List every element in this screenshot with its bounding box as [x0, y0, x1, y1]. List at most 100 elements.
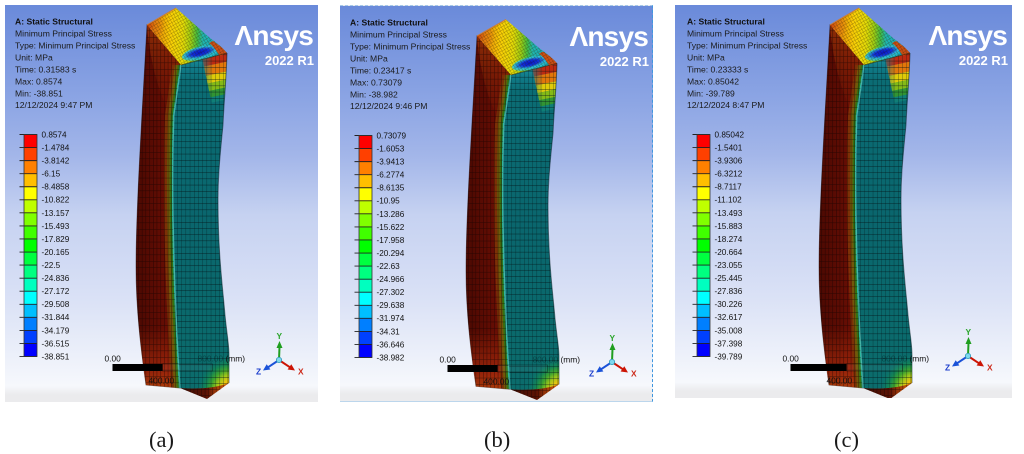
svg-text:-1.5401: -1.5401	[715, 143, 743, 152]
svg-text:Unit: MPa: Unit: MPa	[350, 54, 388, 64]
svg-text:-31.974: -31.974	[377, 314, 405, 323]
svg-text:800.00: 800.00	[198, 354, 224, 364]
svg-text:Max: 0.85042: Max: 0.85042	[687, 76, 739, 86]
svg-text:Y: Y	[966, 327, 972, 337]
svg-text:-6.2774: -6.2774	[377, 171, 405, 180]
svg-text:Z: Z	[256, 367, 261, 377]
svg-text:0.8574: 0.8574	[42, 130, 67, 139]
svg-text:-32.617: -32.617	[715, 313, 743, 322]
svg-text:2022 R1: 2022 R1	[265, 53, 314, 68]
svg-text:-22.63: -22.63	[377, 262, 401, 271]
svg-text:-27.302: -27.302	[377, 288, 405, 297]
svg-text:-22.5: -22.5	[42, 261, 61, 270]
svg-text:-17.958: -17.958	[377, 236, 405, 245]
svg-text:-24.836: -24.836	[42, 274, 70, 283]
svg-text:-30.226: -30.226	[715, 300, 743, 309]
svg-text:0.73079: 0.73079	[377, 131, 407, 140]
svg-text:-6.15: -6.15	[42, 170, 61, 179]
svg-text:A: Static Structural: A: Static Structural	[687, 17, 765, 27]
svg-text:400.00: 400.00	[149, 376, 175, 386]
svg-text:Time: 0.31583 s: Time: 0.31583 s	[15, 64, 76, 74]
svg-text:-20.664: -20.664	[715, 248, 743, 257]
svg-text:-29.508: -29.508	[42, 300, 70, 309]
svg-text:-39.789: -39.789	[715, 352, 743, 361]
svg-text:12/12/2024 8:47 PM: 12/12/2024 8:47 PM	[687, 100, 764, 110]
svg-text:-37.398: -37.398	[715, 339, 743, 348]
svg-text:2022 R1: 2022 R1	[600, 54, 649, 69]
svg-text:400.00: 400.00	[827, 376, 853, 386]
svg-text:-36.515: -36.515	[42, 339, 70, 348]
svg-text:-24.966: -24.966	[377, 275, 405, 284]
svg-text:Minimum Principal Stress: Minimum Principal Stress	[350, 30, 447, 40]
svg-text:Type: Minimum Principal Stress: Type: Minimum Principal Stress	[687, 41, 807, 51]
svg-text:-29.638: -29.638	[377, 301, 405, 310]
svg-text:Λnsys: Λnsys	[929, 20, 1008, 51]
svg-text:-27.836: -27.836	[715, 287, 743, 296]
svg-text:Max: 0.8574: Max: 0.8574	[15, 76, 63, 86]
svg-text:(mm): (mm)	[561, 355, 581, 365]
svg-text:2022 R1: 2022 R1	[959, 53, 1008, 68]
svg-text:-13.286: -13.286	[377, 210, 405, 219]
svg-text:Λnsys: Λnsys	[235, 20, 314, 51]
svg-text:Y: Y	[610, 333, 616, 343]
svg-text:-13.493: -13.493	[715, 209, 743, 218]
svg-text:-27.172: -27.172	[42, 287, 70, 296]
svg-text:-34.31: -34.31	[377, 327, 401, 336]
svg-text:Unit: MPa: Unit: MPa	[15, 53, 53, 63]
svg-text:Type: Minimum Principal Stress: Type: Minimum Principal Stress	[15, 41, 135, 51]
svg-text:-38.982: -38.982	[377, 353, 405, 362]
svg-text:-23.055: -23.055	[715, 261, 743, 270]
svg-text:-15.493: -15.493	[42, 222, 70, 231]
svg-text:-18.274: -18.274	[715, 235, 743, 244]
svg-text:Min: -39.789: Min: -39.789	[687, 88, 735, 98]
svg-text:-13.157: -13.157	[42, 209, 70, 218]
svg-text:800.00: 800.00	[882, 354, 908, 364]
svg-text:Z: Z	[945, 363, 950, 373]
svg-text:-15.883: -15.883	[715, 222, 743, 231]
svg-text:Min: -38.982: Min: -38.982	[350, 89, 398, 99]
svg-text:12/12/2024 9:47 PM: 12/12/2024 9:47 PM	[15, 100, 92, 110]
svg-text:-3.8142: -3.8142	[42, 157, 70, 166]
svg-text:-20.165: -20.165	[42, 248, 70, 257]
svg-text:Time: 0.23333 s: Time: 0.23333 s	[687, 64, 748, 74]
svg-text:-8.4858: -8.4858	[42, 183, 70, 192]
svg-text:400.00: 400.00	[484, 377, 510, 387]
svg-text:-17.829: -17.829	[42, 235, 70, 244]
svg-text:Minimum Principal Stress: Minimum Principal Stress	[687, 29, 784, 39]
svg-text:-8.7117: -8.7117	[715, 183, 743, 192]
svg-text:X: X	[631, 369, 637, 379]
svg-text:Minimum Principal Stress: Minimum Principal Stress	[15, 29, 112, 39]
svg-text:0.85042: 0.85042	[715, 130, 745, 139]
svg-text:800.00: 800.00	[533, 355, 559, 365]
svg-text:-15.622: -15.622	[377, 223, 405, 232]
svg-text:Y: Y	[277, 331, 283, 341]
svg-text:Λnsys: Λnsys	[570, 21, 649, 52]
svg-text:-1.6053: -1.6053	[377, 144, 405, 153]
svg-text:-3.9306: -3.9306	[715, 157, 743, 166]
svg-text:-20.294: -20.294	[377, 249, 405, 258]
svg-text:X: X	[298, 367, 304, 377]
svg-text:-36.646: -36.646	[377, 340, 405, 349]
svg-text:-34.179: -34.179	[42, 326, 70, 335]
svg-text:0.00: 0.00	[105, 354, 122, 364]
svg-text:0.00: 0.00	[783, 354, 800, 364]
svg-text:-25.445: -25.445	[715, 274, 743, 283]
svg-text:Unit: MPa: Unit: MPa	[687, 53, 725, 63]
svg-text:-6.3212: -6.3212	[715, 170, 743, 179]
svg-text:-10.822: -10.822	[42, 196, 70, 205]
svg-text:X: X	[987, 363, 993, 373]
svg-text:-1.4784: -1.4784	[42, 143, 70, 152]
svg-text:Z: Z	[589, 369, 594, 379]
svg-text:0.00: 0.00	[440, 355, 457, 365]
svg-text:(mm): (mm)	[226, 354, 246, 364]
svg-text:A: Static Structural: A: Static Structural	[350, 18, 428, 28]
svg-text:A: Static Structural: A: Static Structural	[15, 17, 93, 27]
svg-text:-38.851: -38.851	[42, 352, 70, 361]
svg-text:Min: -38.851: Min: -38.851	[15, 88, 63, 98]
svg-text:12/12/2024 9:46 PM: 12/12/2024 9:46 PM	[350, 101, 427, 111]
svg-text:-8.6135: -8.6135	[377, 184, 405, 193]
svg-text:-3.9413: -3.9413	[377, 158, 405, 167]
svg-text:-31.844: -31.844	[42, 313, 70, 322]
svg-text:Time: 0.23417 s: Time: 0.23417 s	[350, 65, 411, 75]
svg-text:-11.102: -11.102	[715, 196, 743, 205]
